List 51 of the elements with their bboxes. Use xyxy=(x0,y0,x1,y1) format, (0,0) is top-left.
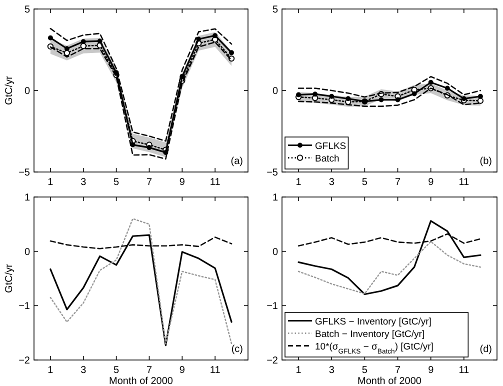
x-tick-label: 3 xyxy=(328,177,335,188)
y-tick-label: 1 xyxy=(24,192,30,204)
x-tick-label: 9 xyxy=(179,365,186,376)
y-tick-label: −5 xyxy=(18,168,30,178)
y-tick-label: 0 xyxy=(24,246,30,258)
y-tick-label: −2 xyxy=(266,356,278,366)
x-tick-label: 9 xyxy=(428,365,434,376)
x-tick-label: 5 xyxy=(362,365,368,376)
x-tick-label: 3 xyxy=(328,365,335,376)
x-tick-label: 11 xyxy=(458,177,470,188)
x-tick-label: 3 xyxy=(80,365,87,376)
x-tick-label: 7 xyxy=(146,365,152,376)
y-tick-label: −2 xyxy=(18,356,30,366)
y-axis-title: GtC/yr xyxy=(4,75,15,105)
x-tick-label: 1 xyxy=(48,365,54,376)
legend-label: 10*(σ$_{GFLKS}$ − σ$_{Batch}$) [GtC/yr] xyxy=(315,341,434,355)
x-tick-label: 1 xyxy=(296,177,302,188)
x-tick-label: 1 xyxy=(296,365,302,376)
y-tick-label: 0 xyxy=(272,246,278,258)
legend-label: GFLKS − Inventory [GtC/yr] xyxy=(315,316,432,328)
y-tick-label: 0 xyxy=(272,86,278,97)
legend-label: GFLKS xyxy=(315,140,346,152)
x-tick-label: 11 xyxy=(210,177,221,188)
x-tick-label: 7 xyxy=(394,177,401,188)
annotation: (a) xyxy=(230,156,243,167)
annotation: (c) xyxy=(231,344,243,355)
y-tick-label: 5 xyxy=(24,4,30,16)
x-tick-label: 7 xyxy=(146,177,152,188)
x-tick-label: 11 xyxy=(210,365,221,376)
x-tick-label: 9 xyxy=(428,177,434,188)
x-axis-title: Month of 2000 xyxy=(109,376,174,386)
y-tick-label: 5 xyxy=(272,4,278,16)
x-tick-label: 5 xyxy=(114,365,120,376)
x-tick-label: 5 xyxy=(114,177,120,188)
legend-label: Batch xyxy=(315,153,340,164)
x-axis-title: Month of 2000 xyxy=(358,376,422,386)
x-tick-label: 5 xyxy=(362,177,368,188)
annotation: (d) xyxy=(480,344,492,355)
x-tick-label: 9 xyxy=(179,177,186,188)
x-tick-label: 1 xyxy=(48,177,54,188)
legend-label: Batch − Inventory [GtC/yr] xyxy=(315,328,425,340)
y-axis-title: GtC/yr xyxy=(4,263,15,293)
y-tick-label: 1 xyxy=(272,192,278,204)
y-tick-label: 0 xyxy=(24,86,30,97)
annotation: (b) xyxy=(480,156,492,167)
x-tick-label: 7 xyxy=(394,365,401,376)
y-tick-label: −1 xyxy=(18,301,30,312)
y-tick-label: −5 xyxy=(266,168,278,178)
y-tick-label: −1 xyxy=(266,301,278,312)
x-tick-label: 3 xyxy=(80,177,87,188)
x-tick-label: 11 xyxy=(458,365,470,376)
